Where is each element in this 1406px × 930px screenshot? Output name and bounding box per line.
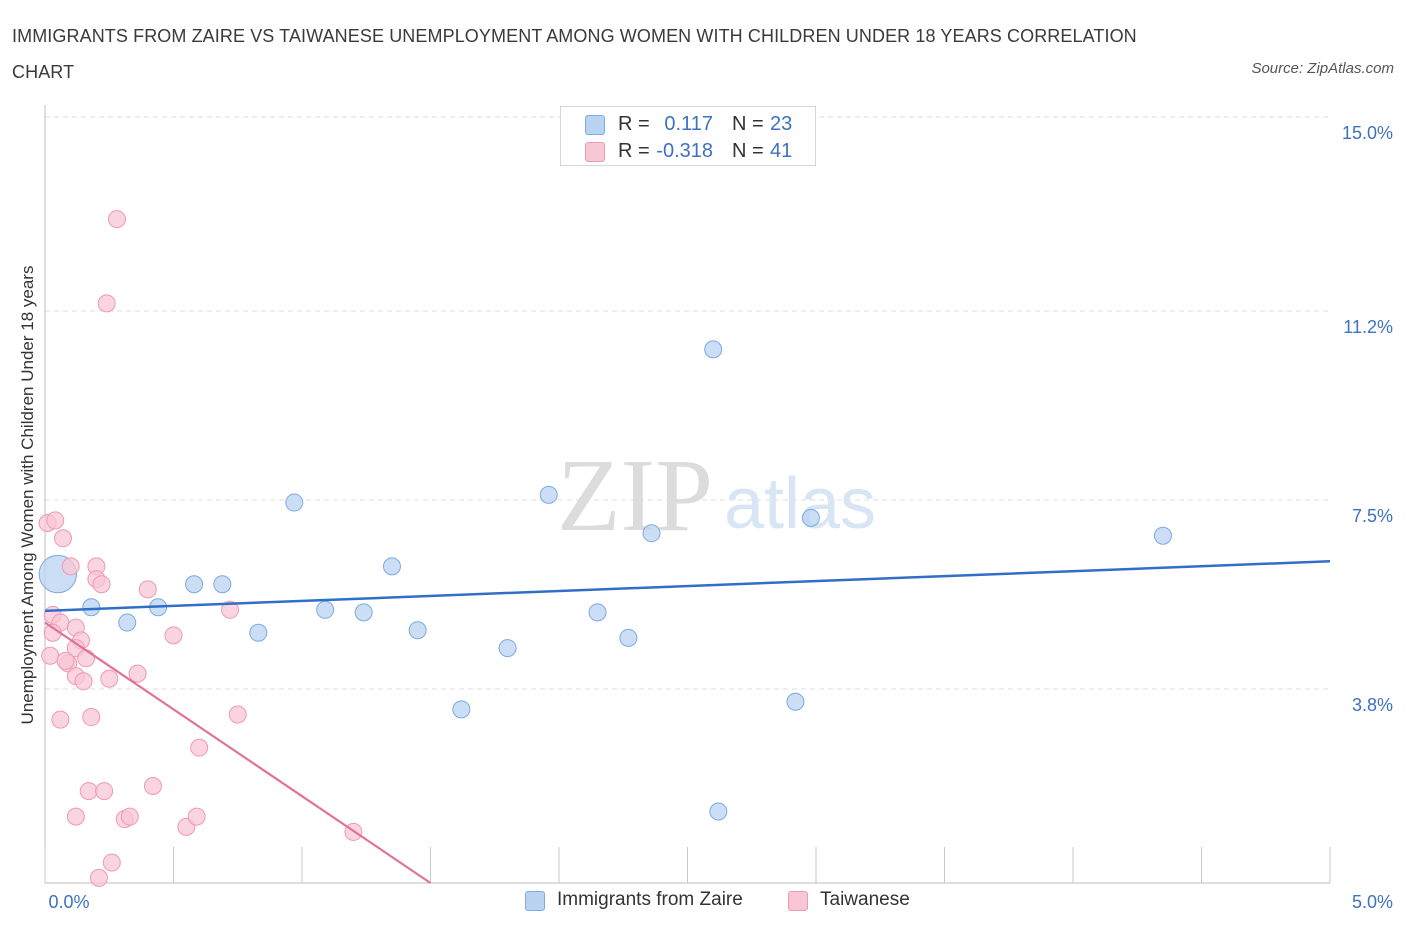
watermark-atlas: atlas — [724, 464, 876, 544]
taiwanese-point-29 — [143, 776, 162, 795]
zaire-point-21 — [1153, 526, 1172, 545]
taiwanese-point-30 — [66, 807, 85, 826]
zaire-point-2 — [118, 613, 137, 632]
n-value: 23 — [770, 113, 793, 135]
legend-swatch-zaire — [525, 891, 545, 911]
r-label: R = — [618, 113, 650, 135]
n-label: N = — [732, 113, 764, 135]
series-taiwanese-points — [38, 210, 363, 887]
taiwanese-point-24 — [221, 600, 240, 619]
taiwanese-point-34 — [187, 807, 206, 826]
taiwanese-point-37 — [89, 868, 108, 887]
taiwanese-point-18 — [51, 710, 70, 729]
zaire-point-19 — [786, 692, 805, 711]
zaire-point-18 — [704, 340, 723, 359]
taiwanese-point-15 — [74, 672, 93, 691]
taiwanese-point-2 — [53, 529, 72, 548]
zaire-point-8 — [316, 600, 335, 619]
taiwanese-point-25 — [228, 705, 247, 724]
y-tick-label-1: 7.5% — [1352, 506, 1393, 526]
legend-swatch-taiwanese — [788, 891, 808, 911]
trendlines — [44, 560, 1331, 884]
taiwanese-point-32 — [120, 807, 139, 826]
taiwanese-point-13 — [77, 649, 96, 668]
taiwanese-point-23 — [138, 580, 157, 599]
zaire-point-7 — [285, 493, 304, 512]
axes — [44, 105, 1331, 884]
taiwanese-point-28 — [95, 782, 114, 801]
legend-label-taiwanese: Taiwanese — [820, 889, 910, 910]
r-label: R = — [618, 140, 650, 162]
r-value: -0.318 — [656, 140, 713, 162]
zaire-point-1 — [82, 598, 101, 617]
series-zaire-points — [38, 340, 1172, 821]
zaire-point-11 — [408, 621, 427, 640]
watermark-zip: ZIP — [557, 438, 713, 553]
zaire-point-6 — [249, 623, 268, 642]
legend-swatch-taiwanese — [585, 142, 605, 162]
zaire-point-22 — [709, 802, 728, 821]
taiwanese-point-40 — [164, 626, 183, 645]
x-tick-label-min: 0.0% — [48, 892, 89, 912]
tick-labels: 3.8% 7.5% 11.2% 15.0% 0.0% 5.0% — [48, 123, 1393, 912]
n-label: N = — [732, 140, 764, 162]
taiwanese-point-38 — [97, 294, 116, 313]
zaire-point-17 — [642, 524, 661, 543]
taiwanese-point-16 — [100, 669, 119, 688]
chart-title: IMMIGRANTS FROM ZAIRE VS TAIWANESE UNEMP… — [12, 26, 1137, 82]
zaire-point-12 — [452, 700, 471, 719]
taiwanese-point-10 — [41, 646, 60, 665]
n-value: 41 — [770, 140, 793, 162]
source-label: Source: ZipAtlas.com — [1251, 60, 1394, 77]
taiwanese-point-39 — [107, 210, 126, 229]
zaire-point-20 — [801, 508, 820, 527]
taiwanese-point-22 — [92, 575, 111, 594]
y-tick-label-3: 15.0% — [1342, 123, 1393, 143]
taiwanese-point-12 — [56, 651, 75, 670]
taiwanese-point-1 — [46, 511, 65, 530]
taiwanese-point-3 — [61, 557, 80, 576]
taiwanese-point-27 — [79, 782, 98, 801]
r-value: 0.117 — [664, 113, 713, 135]
taiwanese-point-17 — [128, 664, 147, 683]
zaire-point-10 — [382, 557, 401, 576]
taiwanese-point-19 — [82, 708, 101, 727]
y-tick-label-2: 11.2% — [1343, 317, 1393, 337]
taiwanese-trendline — [44, 621, 432, 884]
y-tick-label-0: 3.8% — [1352, 695, 1393, 715]
zaire-point-4 — [185, 575, 204, 594]
watermark: ZIP atlas — [557, 438, 876, 553]
zaire-point-16 — [619, 628, 638, 647]
legend-swatch-zaire — [585, 115, 605, 135]
taiwanese-point-26 — [190, 738, 209, 757]
zaire-point-14 — [539, 485, 558, 504]
zaire-point-9 — [354, 603, 373, 622]
correlation-legend: R = 0.117 N = 23 R = -0.318 N = 41 — [560, 106, 816, 166]
x-tick-label-max: 5.0% — [1352, 892, 1393, 912]
zaire-point-13 — [498, 639, 517, 658]
legend-label-zaire: Immigrants from Zaire — [557, 889, 743, 910]
zaire-trendline — [44, 560, 1331, 613]
taiwanese-point-36 — [102, 853, 121, 872]
zaire-point-5 — [213, 575, 232, 594]
zaire-point-15 — [588, 603, 607, 622]
